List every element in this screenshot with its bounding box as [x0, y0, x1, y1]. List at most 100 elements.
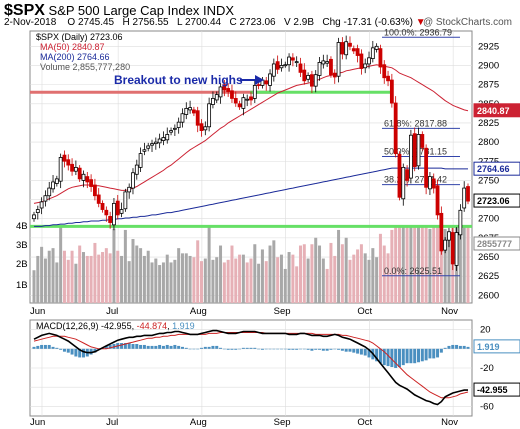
- candle-body: [138, 153, 143, 168]
- volume-bar: [222, 262, 226, 303]
- macd-histogram-bar: [169, 345, 173, 349]
- arrow-right-icon: [255, 75, 264, 85]
- candle-body: [123, 191, 128, 210]
- candle-body: [344, 41, 349, 56]
- candle-body: [195, 110, 200, 126]
- macd-histogram-bar: [154, 345, 158, 349]
- volume-bar: [333, 255, 337, 303]
- candle-body: [142, 149, 147, 152]
- candle-body: [271, 63, 276, 77]
- volume-bar: [66, 259, 70, 303]
- candle-body: [93, 184, 97, 197]
- volume-bar: [180, 253, 184, 303]
- macd-histogram-bar: [173, 344, 177, 349]
- macd-histogram-bar: [245, 347, 249, 349]
- macd-histogram-bar: [337, 348, 341, 350]
- macd-histogram-bar: [139, 344, 143, 349]
- macd-histogram-bar: [283, 348, 287, 350]
- macd-histogram-bar: [325, 348, 329, 351]
- fib-label: 38.2%: 2744.42: [384, 175, 447, 185]
- volume-bar: [43, 258, 47, 303]
- volume-bar: [219, 245, 223, 303]
- volume-bar: [188, 255, 192, 303]
- volume-bar: [101, 252, 105, 303]
- volume-bar: [462, 225, 466, 303]
- macd-histogram-bar: [333, 348, 337, 350]
- macd-histogram-bar: [455, 344, 459, 349]
- macd-histogram-bar: [268, 348, 272, 350]
- candle-body: [420, 134, 425, 148]
- month-label: Aug: [190, 306, 207, 317]
- volume-bar: [386, 253, 390, 303]
- month-label: Jul: [106, 306, 118, 317]
- volume-bar: [241, 254, 245, 303]
- candle-body: [450, 232, 455, 265]
- volume-bar: [325, 268, 329, 303]
- volume-bar: [356, 249, 360, 303]
- candle-body: [73, 166, 78, 172]
- macd-histogram-bar: [123, 343, 127, 349]
- candle-body: [32, 214, 36, 220]
- candle-body: [355, 48, 360, 56]
- macd-histogram-bar: [150, 345, 154, 349]
- quote-date: 2-Nov-2018: [4, 17, 57, 28]
- volume-bar: [104, 248, 108, 303]
- candle-body: [241, 97, 246, 109]
- month-label: Jun: [30, 417, 45, 428]
- volume-bar: [420, 225, 424, 303]
- open-value: 2745.45: [77, 17, 115, 28]
- volume-bar: [432, 226, 436, 303]
- volume-bar: [378, 233, 382, 303]
- close-tag: 2723.06: [477, 196, 510, 206]
- candle-body: [252, 85, 257, 99]
- volume-bar: [203, 258, 207, 303]
- volume-bar: [116, 250, 120, 303]
- macd-histogram-bar: [276, 348, 280, 350]
- volume-bar: [302, 244, 306, 303]
- macd-histogram-bar: [424, 348, 428, 361]
- macd-histogram-bar: [238, 348, 242, 350]
- volume-tag-box: [473, 236, 520, 251]
- macd-histogram-bar: [78, 348, 82, 358]
- ma200-tag: 2764.66: [477, 164, 510, 174]
- macd-histogram-bar: [451, 344, 455, 349]
- volume-bar: [169, 262, 173, 303]
- volume-bar: [268, 245, 272, 303]
- volume-bar: [211, 259, 215, 303]
- macd-histogram-bar: [47, 344, 51, 349]
- macd-title: MACD(12,26,9): [36, 321, 99, 331]
- price-tick-label: 2625: [478, 271, 499, 282]
- volume-bar: [390, 229, 394, 303]
- credit: @ StockCharts.com: [422, 17, 512, 28]
- volume-bar: [51, 248, 55, 303]
- candle-body: [367, 57, 371, 65]
- candle-body: [62, 154, 67, 162]
- candle-body: [329, 58, 333, 76]
- macd-histogram-bar: [428, 348, 432, 359]
- volume-bar: [123, 229, 127, 303]
- volume-bar: [85, 255, 89, 303]
- ma50-tag-box: [473, 103, 520, 118]
- volume-bar: [382, 245, 386, 303]
- candle-body: [287, 56, 291, 66]
- candle-body: [222, 84, 227, 91]
- candle-body: [249, 96, 253, 101]
- signal-value: -44.874: [137, 321, 168, 331]
- candle-body: [370, 47, 375, 59]
- macd-histogram-bar: [249, 347, 253, 349]
- volume-bar: [120, 255, 124, 303]
- volume-bar: [40, 246, 44, 303]
- volume-bar: [348, 259, 352, 303]
- candle-body: [275, 61, 280, 70]
- candle-body: [416, 134, 421, 167]
- volume-bar: [318, 245, 322, 303]
- candle-body: [100, 202, 105, 210]
- macd-histogram-bar: [340, 348, 344, 351]
- macd-histogram-bar: [382, 348, 386, 366]
- volume-bar: [173, 259, 177, 303]
- macd-histogram-bar: [397, 348, 401, 368]
- breakout-annotation: Breakout to new highs: [114, 73, 243, 87]
- macd-histogram-bar: [253, 347, 257, 349]
- volume-bar: [363, 253, 367, 303]
- macd-histogram-bar: [405, 348, 409, 364]
